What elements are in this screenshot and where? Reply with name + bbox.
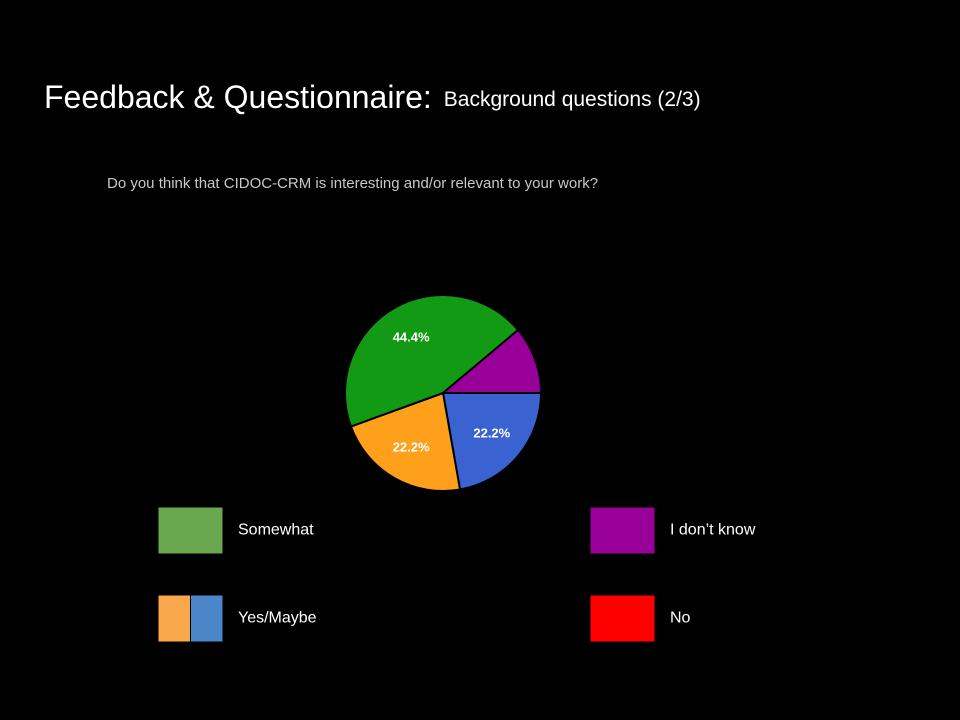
legend-swatch [589, 594, 656, 643]
legend-swatch [589, 506, 656, 555]
pie-slice [441, 392, 543, 491]
legend-label: No [670, 610, 691, 627]
pie-slice [344, 294, 520, 428]
legend-swatch [157, 506, 224, 555]
legend-label: I don’t know [670, 522, 756, 539]
legend-label: Somewhat [238, 522, 314, 539]
pie-slice [440, 328, 543, 394]
legend-label: Yes/Maybe [238, 610, 317, 627]
slide-title: Feedback & Questionnaire: Background ques… [44, 79, 701, 115]
slice-label: 22.2% [473, 425, 510, 440]
legend-swatch [157, 594, 191, 643]
question: Do you think that CIDOC-CRM is interesti… [107, 175, 598, 192]
slice-label: 22.2% [393, 440, 430, 455]
slice-label: 44.4% [393, 329, 430, 344]
title: Feedback & Questionnaire: [44, 79, 432, 115]
subtitle: Background questions (2/3) [444, 88, 701, 111]
legend-swatch [190, 594, 224, 643]
